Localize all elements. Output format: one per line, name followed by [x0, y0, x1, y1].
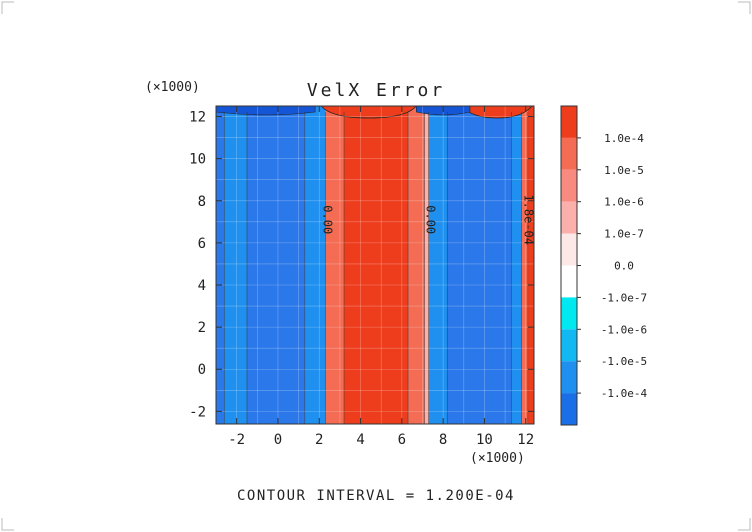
contour-band-8 — [428, 106, 448, 424]
contour-band-12 — [527, 106, 534, 424]
colorbar-swatch-5 — [561, 265, 577, 298]
y-tick-label-7: -2 — [189, 404, 206, 420]
colorbar-swatch-3 — [561, 201, 577, 234]
y-tick-label-1: 10 — [189, 152, 206, 168]
colorbar-swatch-6 — [561, 297, 577, 330]
colorbar-label-3: 1.0e-7 — [604, 228, 644, 241]
contour-lines — [223, 112, 529, 424]
x-tick-label-7: 12 — [517, 432, 534, 448]
x-axis-multiplier: (×1000) — [470, 451, 525, 466]
x-tick-label-6: 10 — [476, 432, 493, 448]
y-tick-label-2: 8 — [198, 194, 206, 210]
colorbar-swatch-8 — [561, 361, 577, 394]
contour-band-6 — [408, 106, 425, 424]
chart-title: VelX Error — [307, 80, 445, 101]
colorbar: 1.0e-4 1.0e-5 1.0e-6 1.0e-7 0.0 -1.0e-7 -1.0e-… — [560, 105, 648, 426]
contour-band-10 — [511, 106, 522, 424]
y-tick-label-0: 12 — [189, 110, 206, 126]
contour-band-4 — [325, 106, 345, 424]
top-fringe-0 — [215, 105, 316, 116]
contour-label-0: 0.00 — [320, 205, 334, 234]
x-tick-label-2: 2 — [315, 432, 323, 448]
contour-label-1: 0.00 — [424, 205, 438, 234]
contour-band-0 — [216, 106, 225, 424]
top-lobe-0 — [320, 105, 418, 119]
colorbar-label-2: 1.0e-6 — [604, 196, 644, 209]
y-tick-label-4: 4 — [198, 278, 206, 294]
contour-band-1 — [224, 106, 247, 424]
colorbar-label-1: 1.0e-5 — [604, 164, 644, 177]
contour-band-5 — [344, 106, 409, 424]
x-tick-label-1: 0 — [274, 432, 282, 448]
y-axis-multiplier: (×1000) — [145, 80, 200, 95]
contour-band-9 — [447, 106, 512, 424]
colorbar-label-6: -1.0e-6 — [601, 323, 647, 336]
y-tick-label-3: 6 — [198, 236, 206, 252]
colorbar-swatch-4 — [561, 233, 577, 266]
plot-area — [215, 105, 534, 424]
x-tick-label-3: 4 — [356, 432, 364, 448]
contour-labels: 0.00 0.00 1.8e-04 — [320, 194, 535, 245]
colorbar-label-4: 0.0 — [614, 260, 634, 273]
colorbar-swatch-1 — [561, 137, 577, 170]
x-tick-label-5: 8 — [439, 432, 447, 448]
x-axis: -2 0 2 4 6 8 10 12 — [228, 106, 534, 448]
colorbar-label-5: -1.0e-7 — [601, 291, 647, 304]
contour-interval-footer: CONTOUR INTERVAL = 1.200E-04 — [237, 488, 515, 504]
plot-frame — [215, 105, 535, 425]
y-tick-label-5: 2 — [198, 320, 206, 336]
grid-lines — [216, 106, 534, 424]
contour-label-2: 1.8e-04 — [522, 194, 536, 245]
colorbar-label-8: -1.0e-4 — [601, 387, 648, 400]
colorbar-swatch-0 — [561, 106, 577, 138]
colorbar-label-7: -1.0e-5 — [601, 355, 647, 368]
y-tick-label-6: 0 — [198, 362, 206, 378]
contour-band-2 — [246, 106, 305, 424]
contour-band-3 — [304, 106, 326, 424]
colorbar-swatch-9 — [561, 393, 577, 425]
contour-band-11 — [521, 106, 528, 424]
y-axis: 12 10 8 6 4 2 0 -2 — [189, 110, 534, 420]
x-tick-label-4: 6 — [398, 432, 406, 448]
colorbar-swatch-2 — [561, 169, 577, 202]
contour-band-7 — [424, 106, 429, 424]
x-tick-label-0: -2 — [228, 432, 245, 448]
colorbar-label-0: 1.0e-4 — [604, 132, 644, 145]
colorbar-swatch-7 — [561, 329, 577, 362]
